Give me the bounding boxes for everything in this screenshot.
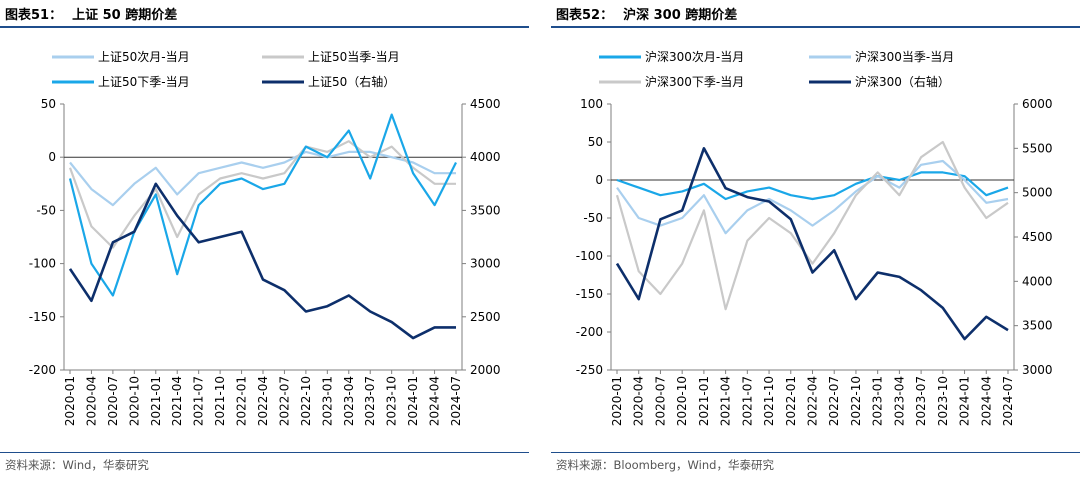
legend-label: 沪深300次月-当月 [645, 50, 744, 64]
x-tick-label: 2023-07 [914, 376, 928, 426]
x-tick-label: 2022-07 [827, 376, 841, 426]
x-tick-label: 2021-04 [170, 376, 184, 426]
x-tick-label: 2021-04 [719, 376, 733, 426]
x-tick-label: 2022-10 [849, 376, 863, 426]
series-line [615, 140, 1009, 311]
x-tick-label: 2020-01 [63, 376, 77, 426]
legend-label: 上证50下季-当月 [98, 75, 190, 89]
x-tick-label: 2021-01 [697, 376, 711, 426]
series-line [69, 150, 456, 207]
y2-tick-label: 5000 [1022, 186, 1053, 200]
y2-tick-label: 6000 [1022, 97, 1053, 111]
y-tick-label: -50 [583, 211, 603, 225]
x-tick-label: 2021-07 [740, 376, 754, 426]
x-tick-label: 2022-01 [235, 376, 249, 426]
title-rule [0, 26, 529, 28]
bottom-rule [551, 452, 1080, 453]
y-tick-label: 100 [580, 97, 603, 111]
x-tick-label: 2023-01 [871, 376, 885, 426]
x-tick-label: 2023-01 [320, 376, 334, 426]
y-tick-label: 50 [588, 135, 603, 149]
y-tick-label: 0 [48, 150, 56, 164]
source-note: 资料来源：Bloomberg，Wind，华泰研究 [556, 458, 774, 472]
x-tick-label: 2023-10 [385, 376, 399, 426]
x-tick-label: 2022-04 [806, 376, 820, 426]
y2-tick-label: 4500 [470, 97, 501, 111]
y-tick-label: -100 [576, 249, 603, 263]
x-tick-label: 2024-01 [406, 376, 420, 426]
figure-name: 上证 50 跨期价差 [72, 8, 178, 23]
x-tick-label: 2024-04 [979, 376, 993, 426]
x-tick-label: 2021-10 [213, 376, 227, 426]
x-tick-label: 2024-01 [958, 376, 972, 426]
chart-csi300-calendar-spread: 100 50 0 -50 -100 -150 -200 -250 6000 5500 5000 450… [576, 50, 1053, 426]
y-tick-label: 0 [595, 173, 603, 187]
x-tick-label: 2020-01 [610, 376, 624, 426]
y-tick-label: -200 [576, 325, 603, 339]
y2-tick-label: 3500 [470, 203, 501, 217]
series-line [616, 171, 1009, 201]
figure-label: 图表51： [5, 8, 63, 23]
x-tick-label: 2022-04 [256, 376, 270, 426]
x-tick-label: 2020-07 [653, 376, 667, 426]
x-tick-label: 2020-10 [127, 376, 141, 426]
figure-label: 图表52： [556, 8, 614, 23]
source-note: 资料来源：Wind，华泰研究 [5, 458, 149, 472]
legend-label: 上证50当季-当月 [308, 50, 400, 64]
series-line [616, 159, 1009, 235]
legend-label: 上证50（右轴） [308, 74, 395, 89]
y2-tick-label: 3500 [1022, 319, 1053, 333]
series-line [68, 113, 457, 297]
bottom-rule [0, 452, 529, 453]
y-tick-label: -250 [576, 363, 603, 377]
series-line [68, 182, 456, 340]
x-tick-label: 2023-04 [892, 376, 906, 426]
x-tick-label: 2024-04 [428, 376, 442, 426]
x-tick-label: 2022-01 [784, 376, 798, 426]
x-tick-label: 2020-07 [106, 376, 120, 426]
y2-tick-label: 3000 [470, 257, 501, 271]
x-tick-label: 2020-04 [632, 376, 646, 426]
x-tick-label: 2020-10 [675, 376, 689, 426]
y-tick-label: -150 [576, 287, 603, 301]
y-tick-label: 50 [41, 97, 56, 111]
figure-title: 图表52： 沪深 300 跨期价差 [556, 4, 737, 23]
y-tick-label: -50 [36, 203, 56, 217]
x-tick-label: 2023-07 [363, 376, 377, 426]
y2-tick-label: 5500 [1022, 141, 1053, 155]
x-tick-label: 2023-04 [342, 376, 356, 426]
x-tick-label: 2024-07 [449, 376, 463, 426]
figure-name: 沪深 300 跨期价差 [623, 8, 738, 23]
y2-tick-label: 3000 [1022, 363, 1053, 377]
y-tick-label: -200 [29, 363, 56, 377]
x-tick-label: 2023-10 [936, 376, 950, 426]
y2-tick-label: 4000 [1022, 274, 1053, 288]
legend-label: 沪深300当季-当月 [855, 50, 954, 64]
y-tick-label: -100 [29, 257, 56, 271]
x-tick-label: 2020-04 [84, 376, 98, 426]
y2-tick-label: 2500 [470, 310, 501, 324]
series-line [68, 140, 456, 249]
legend-label: 上证50次月-当月 [98, 50, 190, 64]
legend-label: 沪深300（右轴） [855, 74, 950, 89]
panel-csi300: 图表52： 沪深 300 跨期价差 100 50 0 -50 -100 -150 -200 -2… [551, 0, 1080, 479]
x-tick-label: 2022-10 [299, 376, 313, 426]
figure-title: 图表51： 上证 50 跨期价差 [5, 4, 177, 23]
legend-label: 沪深300下季-当月 [645, 75, 744, 89]
x-tick-label: 2022-07 [277, 376, 291, 426]
x-tick-label: 2021-01 [149, 376, 163, 426]
y2-tick-label: 4000 [470, 150, 501, 164]
x-tick-label: 2021-10 [762, 376, 776, 426]
x-tick-label: 2024-07 [1001, 376, 1015, 426]
series-line [615, 147, 1009, 341]
y-tick-label: -150 [29, 310, 56, 324]
x-tick-label: 2021-07 [192, 376, 206, 426]
y2-tick-label: 4500 [1022, 230, 1053, 244]
title-rule [551, 26, 1080, 28]
panel-sse50: 图表51： 上证 50 跨期价差 50 0 -50 -100 -150 -200 4500 40… [0, 0, 529, 479]
y2-tick-label: 2000 [470, 363, 501, 377]
chart-sse50-calendar-spread: 50 0 -50 -100 -150 -200 4500 4000 3500 3000 2500 20… [29, 50, 501, 426]
